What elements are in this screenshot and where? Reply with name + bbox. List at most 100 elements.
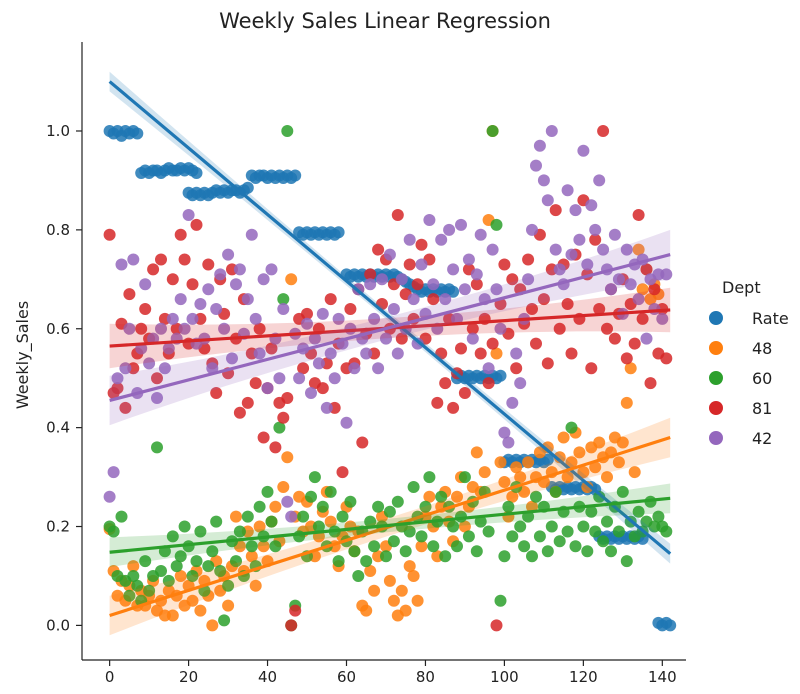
point-48-129 <box>612 456 625 469</box>
point-42-112 <box>545 125 558 137</box>
point-48-119 <box>573 446 586 459</box>
point-48-45 <box>281 451 294 464</box>
point-48-100 <box>498 476 511 488</box>
point-42-85 <box>439 293 452 306</box>
point-81-111 <box>541 357 554 370</box>
regression-line-60 <box>109 496 671 554</box>
point-42-81 <box>423 214 436 226</box>
point-48-44 <box>277 481 290 493</box>
point-81-12 <box>151 372 163 385</box>
point-81-110 <box>537 293 550 306</box>
point-60-54 <box>316 500 329 513</box>
point-60-134 <box>632 505 645 518</box>
point-48-98 <box>490 347 503 360</box>
point-60-63 <box>352 570 365 582</box>
point-42-38 <box>253 347 266 360</box>
point-48-99 <box>494 456 507 469</box>
point-60-109 <box>533 530 546 543</box>
regression-line-Rate <box>108 80 672 555</box>
point-42-119 <box>573 233 586 246</box>
point-42-62 <box>348 362 361 375</box>
point-60-5 <box>123 589 136 602</box>
point-81-126 <box>601 322 613 335</box>
point-42-21 <box>186 312 199 325</box>
point-60-19 <box>178 520 191 533</box>
point-81-94 <box>474 347 487 360</box>
series-42-points <box>103 125 673 523</box>
point-81-108 <box>530 337 542 350</box>
point-42-13 <box>155 322 167 335</box>
point-48-74 <box>395 584 408 597</box>
point-42-31 <box>226 352 238 365</box>
point-81-93 <box>470 278 483 291</box>
x-tick-label-4: 80 <box>416 668 435 686</box>
point-42-79 <box>415 258 428 271</box>
point-48-65 <box>360 604 373 617</box>
point-Rate-113 <box>541 453 554 466</box>
point-60-107 <box>526 550 538 563</box>
point-81-66 <box>364 268 377 281</box>
point-42-121 <box>581 258 594 271</box>
point-60-87 <box>447 520 460 533</box>
point-60-101 <box>502 500 515 513</box>
point-42-101 <box>502 436 515 449</box>
y-tick-label-1: 0.2 <box>46 518 70 536</box>
point-48-111 <box>541 441 554 454</box>
point-42-113 <box>549 243 562 256</box>
point-81-37 <box>249 377 262 390</box>
point-42-55 <box>320 401 333 414</box>
x-tick-label-5: 100 <box>490 668 519 686</box>
point-60-3 <box>115 510 128 523</box>
y-tick-label-5: 1.0 <box>46 122 70 140</box>
point-48-75 <box>399 604 412 617</box>
point-60-12 <box>151 441 163 454</box>
point-81-47 <box>289 604 302 617</box>
point-48-77 <box>407 570 420 582</box>
point-81-2 <box>111 382 124 395</box>
point-60-15 <box>162 574 175 587</box>
point-48-26 <box>206 619 219 632</box>
point-48-78 <box>411 594 424 607</box>
point-48-106 <box>522 456 535 469</box>
legend-marker-48 <box>709 341 723 355</box>
point-42-107 <box>526 223 538 236</box>
point-60-141 <box>660 525 673 538</box>
point-48-90 <box>458 520 471 533</box>
point-48-37 <box>249 579 262 592</box>
point-60-97 <box>486 125 499 137</box>
point-60-23 <box>194 525 207 538</box>
point-48-18 <box>174 570 187 582</box>
point-60-32 <box>230 555 242 568</box>
point-60-10 <box>143 584 156 597</box>
point-60-68 <box>372 500 385 513</box>
point-81-100 <box>498 258 511 271</box>
point-60-9 <box>139 555 152 568</box>
point-48-42 <box>269 500 282 513</box>
point-60-116 <box>561 525 574 538</box>
point-48-133 <box>628 466 641 479</box>
chart-title: Weekly Sales Linear Regression <box>219 9 551 33</box>
point-81-27 <box>210 387 223 399</box>
point-81-64 <box>356 436 369 449</box>
point-60-42 <box>269 540 282 553</box>
point-60-65 <box>360 555 373 568</box>
point-60-85 <box>439 550 452 563</box>
point-42-70 <box>380 332 392 345</box>
point-42-37 <box>249 312 262 325</box>
point-42-132 <box>624 278 637 291</box>
point-Rate-22 <box>190 167 203 179</box>
point-Rate-7 <box>131 127 144 140</box>
point-60-22 <box>190 555 203 568</box>
point-60-36 <box>245 540 258 553</box>
point-60-56 <box>324 485 337 498</box>
point-60-73 <box>391 495 404 508</box>
point-81-113 <box>549 204 562 217</box>
point-42-2 <box>111 372 124 385</box>
point-81-44 <box>277 411 290 424</box>
point-42-104 <box>514 377 527 390</box>
point-81-61 <box>344 303 357 315</box>
point-81-87 <box>447 401 460 414</box>
point-42-35 <box>241 293 254 306</box>
axes: 0 20 40 60 80 100 120 140 0.0 0.2 0.4 0.6 0.8 1.0 <box>46 42 686 686</box>
regression-line-42 <box>109 253 671 402</box>
